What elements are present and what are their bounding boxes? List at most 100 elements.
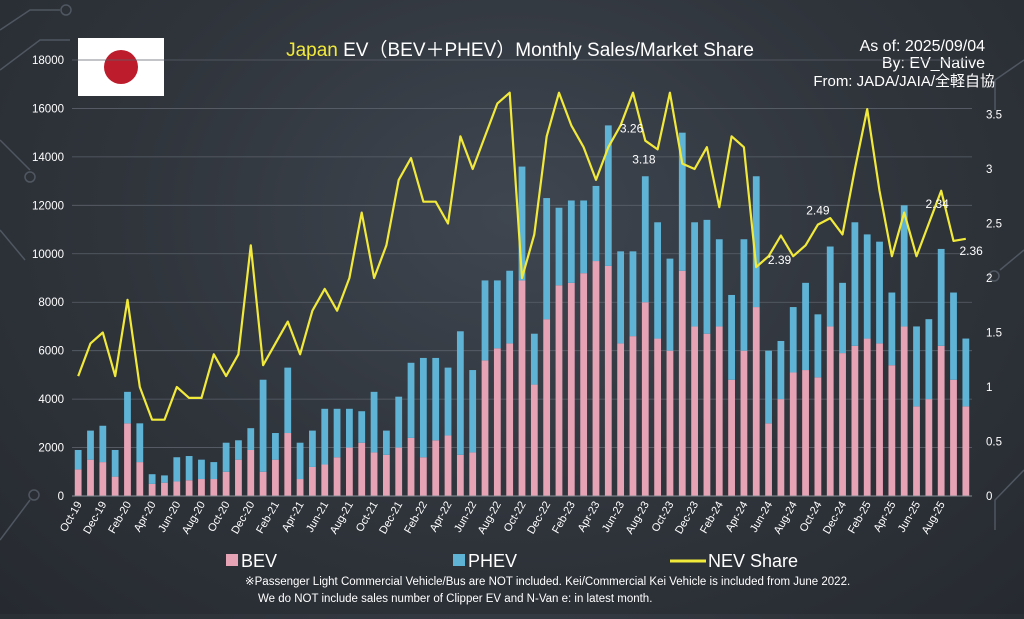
x-tick-label: Dec-20	[229, 500, 257, 537]
legend-bev-swatch	[226, 554, 238, 566]
bev-bar	[555, 285, 563, 496]
phev-bar	[654, 222, 662, 339]
circuit-line	[0, 39, 70, 71]
bev-bar	[728, 379, 735, 496]
bev-bar	[518, 280, 526, 496]
footnote-1: ※Passenger Light Commercial Vehicle/Bus …	[245, 576, 850, 588]
bev-bar	[185, 480, 193, 496]
bar-series	[74, 125, 970, 496]
flag-sun	[104, 50, 138, 84]
bev-bar	[444, 435, 452, 496]
right-y-tick-label: 2	[986, 273, 992, 285]
x-tick: Apr-21	[280, 500, 307, 535]
circuit-line	[0, 229, 26, 261]
circuit-node	[60, 4, 72, 16]
bev-bar	[272, 459, 279, 496]
bev-bar	[962, 406, 970, 496]
phev-bar	[358, 411, 366, 443]
bev-bar	[654, 338, 662, 496]
left-y-tick-label: 16000	[32, 103, 64, 115]
bev-bar	[432, 440, 440, 496]
x-axis: Oct-19Dec-19Feb-20Apr-20Jun-20Aug-20Oct-…	[58, 495, 972, 537]
circuit-line	[0, 9, 60, 31]
data-label: 2.34	[925, 197, 949, 211]
x-tick: Oct-24	[798, 500, 825, 535]
bev-bar	[703, 333, 711, 496]
x-tick-label: Jun-25	[896, 500, 923, 535]
x-tick-label: Feb-24	[698, 500, 726, 536]
bev-bar	[580, 273, 588, 496]
bev-bar	[469, 452, 477, 496]
bev-bar	[161, 482, 168, 496]
phev-bar	[493, 280, 501, 349]
x-tick-label: Jun-21	[304, 500, 331, 535]
phev-bar	[604, 125, 612, 266]
bev-bar	[382, 454, 390, 496]
legend: BEV PHEV NEV Share	[226, 551, 798, 571]
x-tick-label: Oct-23	[650, 500, 677, 535]
bev-bar	[222, 471, 230, 496]
bev-bar	[124, 423, 131, 496]
phev-bar	[666, 258, 674, 351]
left-y-tick-label: 8000	[38, 297, 64, 309]
x-tick-label: Feb-21	[254, 500, 282, 536]
bev-bar	[198, 479, 205, 496]
phev-bar	[950, 292, 957, 380]
x-tick-label: Apr-21	[280, 500, 307, 535]
right-y-tick-label: 3.5	[986, 110, 1002, 122]
right-y-tick-label: 2.5	[986, 219, 1002, 231]
phev-bar	[580, 200, 588, 274]
phev-bar	[309, 430, 316, 467]
x-tick-label: Apr-22	[428, 500, 455, 535]
phev-bar	[740, 239, 748, 351]
x-tick: Oct-21	[354, 500, 381, 535]
bev-bar	[481, 360, 489, 496]
right-y-tick-label: 1.5	[986, 328, 1002, 340]
bev-bar	[111, 476, 119, 496]
left-y-axis: 0 2000 4000 6000 8000 10000 12000 14000 16000 180…	[32, 55, 64, 503]
bev-bar	[814, 377, 822, 496]
x-tick: Jun-25	[896, 500, 923, 535]
x-tick-label: Feb-22	[402, 500, 430, 536]
bev-bar	[530, 384, 538, 496]
x-tick: Aug-23	[624, 500, 652, 537]
x-tick: Dec-19	[81, 500, 109, 537]
x-tick-label: Oct-24	[798, 500, 825, 535]
phev-bar	[333, 408, 341, 458]
phev-bar	[87, 430, 94, 460]
phev-bar	[296, 442, 304, 480]
x-tick: Oct-22	[502, 500, 529, 535]
x-tick-label: Aug-24	[772, 500, 800, 537]
bev-bar	[407, 437, 415, 496]
phev-bar	[888, 292, 896, 366]
data-label: 3.26	[620, 122, 644, 136]
bev-bar	[456, 454, 464, 496]
x-tick: Apr-20	[132, 500, 159, 535]
bev-bar	[309, 466, 316, 496]
bev-bar	[678, 270, 686, 496]
phev-bar	[284, 367, 292, 434]
x-tick: Dec-21	[377, 500, 405, 537]
phev-bar	[407, 362, 415, 438]
phev-bar	[641, 176, 649, 303]
bev-bar	[950, 379, 957, 496]
data-label: 2.39	[768, 253, 792, 267]
x-tick-label: Feb-25	[846, 500, 874, 536]
bev-bar	[87, 459, 94, 496]
phev-bar	[469, 370, 477, 453]
phev-bar	[161, 475, 168, 483]
phev-bar	[678, 132, 686, 271]
x-tick-label: Apr-23	[576, 500, 603, 535]
footnote-2: We do NOT include sales number of Clippe…	[258, 593, 652, 605]
phev-bar	[74, 449, 82, 470]
x-tick-label: Oct-21	[354, 500, 381, 535]
phev-bar	[346, 408, 353, 448]
bev-bar	[641, 302, 649, 496]
phev-bar	[567, 200, 575, 283]
annotations: 3.26 3.18 2.39 2.49 2.34 2.36	[620, 122, 983, 268]
bev-bar	[247, 449, 255, 496]
x-tick-label: Feb-23	[550, 500, 578, 536]
phev-bar	[321, 408, 329, 465]
x-tick: Dec-24	[821, 500, 849, 537]
x-tick: Aug-25	[920, 500, 948, 537]
